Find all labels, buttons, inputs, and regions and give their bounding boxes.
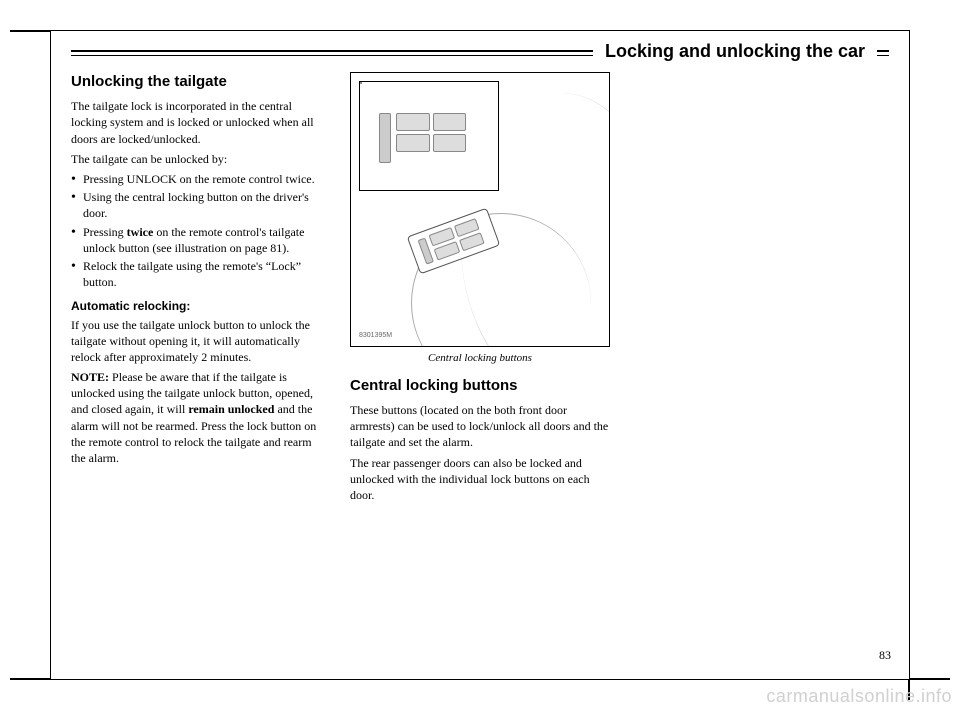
image-reference: 8301395M [359,331,392,340]
column-left: Unlocking the tailgate The tailgate lock… [71,72,326,507]
list-item: Using the central locking button on the … [71,189,326,221]
crop-mark [910,678,950,680]
lock-button-icon [379,113,391,163]
content-area: Unlocking the tailgate The tailgate lock… [71,72,889,507]
crop-mark [10,30,50,32]
chapter-header: Locking and unlocking the car [71,41,889,62]
watermark: carmanualsonline.info [766,686,952,707]
button-icon [433,113,467,131]
list-item: Pressing twice on the remote control's t… [71,224,326,256]
note-label: NOTE: [71,370,109,384]
illustration-caption: Central locking buttons [350,351,610,366]
column-middle: 8301395M Central locking buttons Central… [350,72,610,507]
crop-mark [10,678,50,680]
note-bold: remain unlocked [188,402,274,416]
body-text: These buttons (located on the both front… [350,402,610,451]
header-rule [877,50,889,56]
body-text: The rear passenger doors can also be loc… [350,455,610,504]
button-icon [433,134,467,152]
header-rule [71,50,593,56]
column-right [634,72,889,507]
page-frame: Locking and unlocking the car Unlocking … [50,30,910,680]
list-item: Relock the tailgate using the remote's “… [71,258,326,290]
window-buttons-icon [396,113,466,152]
button-icon [396,113,430,131]
section-heading: Central locking buttons [350,376,610,396]
note-text: NOTE: Please be aware that if the tailga… [71,369,326,466]
section-heading: Unlocking the tailgate [71,72,326,92]
control-panel-icon [360,82,362,84]
body-text: The tailgate lock is incorporated in the… [71,98,326,147]
page-number: 83 [879,648,891,663]
bullet-list: Pressing UNLOCK on the remote control tw… [71,171,326,290]
chapter-title: Locking and unlocking the car [593,41,877,62]
button-icon [396,134,430,152]
list-item: Pressing UNLOCK on the remote control tw… [71,171,326,187]
body-text: The tailgate can be unlocked by: [71,151,326,167]
body-text: If you use the tailgate unlock button to… [71,317,326,366]
sub-heading: Automatic relocking: [71,298,326,314]
zoom-detail [359,81,499,191]
illustration: 8301395M [350,72,610,347]
